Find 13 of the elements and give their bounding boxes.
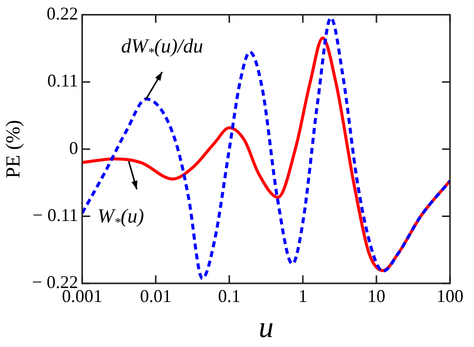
y-axis-title: PE (%) (2, 120, 24, 178)
x-axis-title: u (258, 310, 274, 344)
x-tick-label: 0.1 (218, 286, 241, 306)
x-tick-label: 100 (436, 286, 464, 306)
x-tick-label: 0.01 (140, 286, 172, 306)
annotation: W*(u) (98, 206, 144, 230)
y-tick-label: − 0.11 (32, 204, 78, 225)
x-tick-label: 10 (367, 286, 386, 306)
y-tick-label: 0 (69, 138, 78, 158)
x-tick-label: 1 (298, 286, 308, 306)
annotation: dW*(u)/du (121, 35, 204, 60)
y-tick-label: 0.22 (46, 4, 78, 24)
y-tick-label: 0.11 (47, 70, 78, 91)
